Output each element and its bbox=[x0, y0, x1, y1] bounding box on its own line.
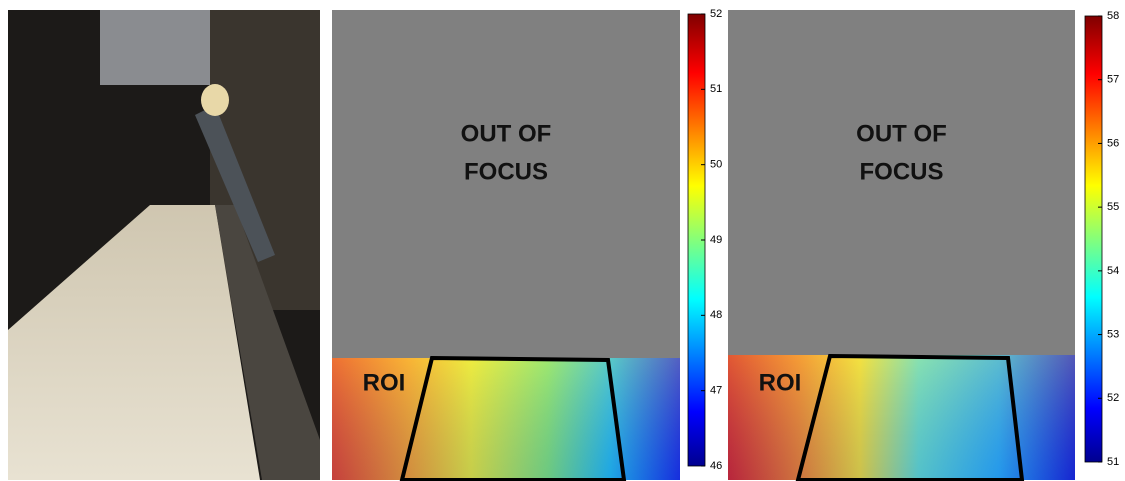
colorbar-tick-label: 52 bbox=[710, 8, 722, 20]
colorbar-tick-label: 46 bbox=[710, 460, 722, 472]
panel-label: OUT OF bbox=[461, 120, 552, 147]
colorbar-tick-label: 47 bbox=[710, 385, 722, 397]
colorbar-tick-label: 48 bbox=[710, 309, 722, 321]
panel-label: FOCUS bbox=[464, 158, 548, 185]
panel-label: OUT OF bbox=[856, 120, 947, 147]
thermal-panel: OUT OF FOCUS ROI 51 52 53 54 55 56 57 58 bbox=[728, 10, 1119, 481]
colorbar-tick-label: 55 bbox=[1107, 201, 1119, 213]
colorbar-tick-label: 50 bbox=[710, 159, 722, 171]
thermal-panels: OUT OF FOCUS ROI 46 47 48 49 50 51 52 OUT OF FOCUS R… bbox=[332, 8, 1119, 481]
colorbar-tick-label: 54 bbox=[1107, 265, 1119, 277]
roi-label: ROI bbox=[759, 369, 802, 396]
roi-outline bbox=[399, 355, 627, 481]
thermal-shade bbox=[728, 355, 1075, 480]
colorbar-tick-label: 51 bbox=[1107, 456, 1119, 468]
photo bbox=[8, 10, 320, 480]
colorbar-tick-label: 51 bbox=[710, 83, 722, 95]
colorbar-tick-label: 57 bbox=[1107, 74, 1119, 86]
colorbar-tick-label: 52 bbox=[1107, 392, 1119, 404]
colorbar-tick-label: 49 bbox=[710, 234, 722, 246]
out-of-focus-area bbox=[728, 10, 1075, 355]
roi-label: ROI bbox=[363, 369, 406, 396]
roi-outline bbox=[795, 353, 1025, 481]
thermal-panel: OUT OF FOCUS ROI 46 47 48 49 50 51 52 bbox=[332, 8, 722, 481]
panel-label: FOCUS bbox=[860, 158, 944, 185]
out-of-focus-area bbox=[332, 10, 680, 358]
colorbar-tick-label: 58 bbox=[1107, 10, 1119, 22]
colorbar bbox=[1084, 15, 1103, 463]
colorbar-tick-label: 56 bbox=[1107, 137, 1119, 149]
colorbar-tick-label: 53 bbox=[1107, 328, 1119, 340]
